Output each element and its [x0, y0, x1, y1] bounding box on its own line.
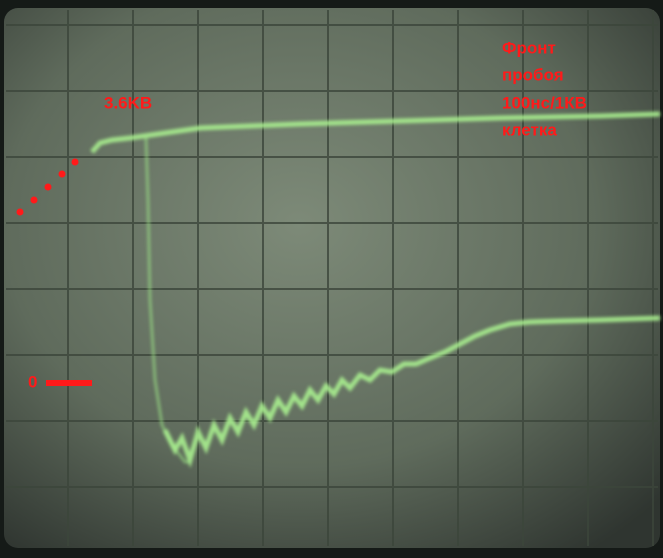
dot	[30, 196, 38, 204]
note-line: 100нс/1КВ	[502, 93, 587, 112]
zero-marker	[46, 380, 92, 386]
zero-label: 0	[28, 372, 37, 391]
trace-rise	[162, 315, 661, 469]
trace-group	[90, 111, 661, 469]
note-line: пробоя	[502, 65, 564, 84]
dot	[16, 208, 24, 216]
red-dots	[16, 158, 79, 216]
note-line: клетка	[502, 120, 557, 139]
graticule	[6, 10, 658, 546]
dot	[71, 158, 79, 166]
dot	[44, 183, 52, 191]
dot	[58, 170, 66, 178]
level-label: 3.6KB	[104, 93, 152, 112]
trace-fall	[144, 137, 190, 464]
note-line: Фронт	[502, 38, 556, 57]
screen	[4, 8, 660, 548]
trace-top	[90, 111, 661, 154]
